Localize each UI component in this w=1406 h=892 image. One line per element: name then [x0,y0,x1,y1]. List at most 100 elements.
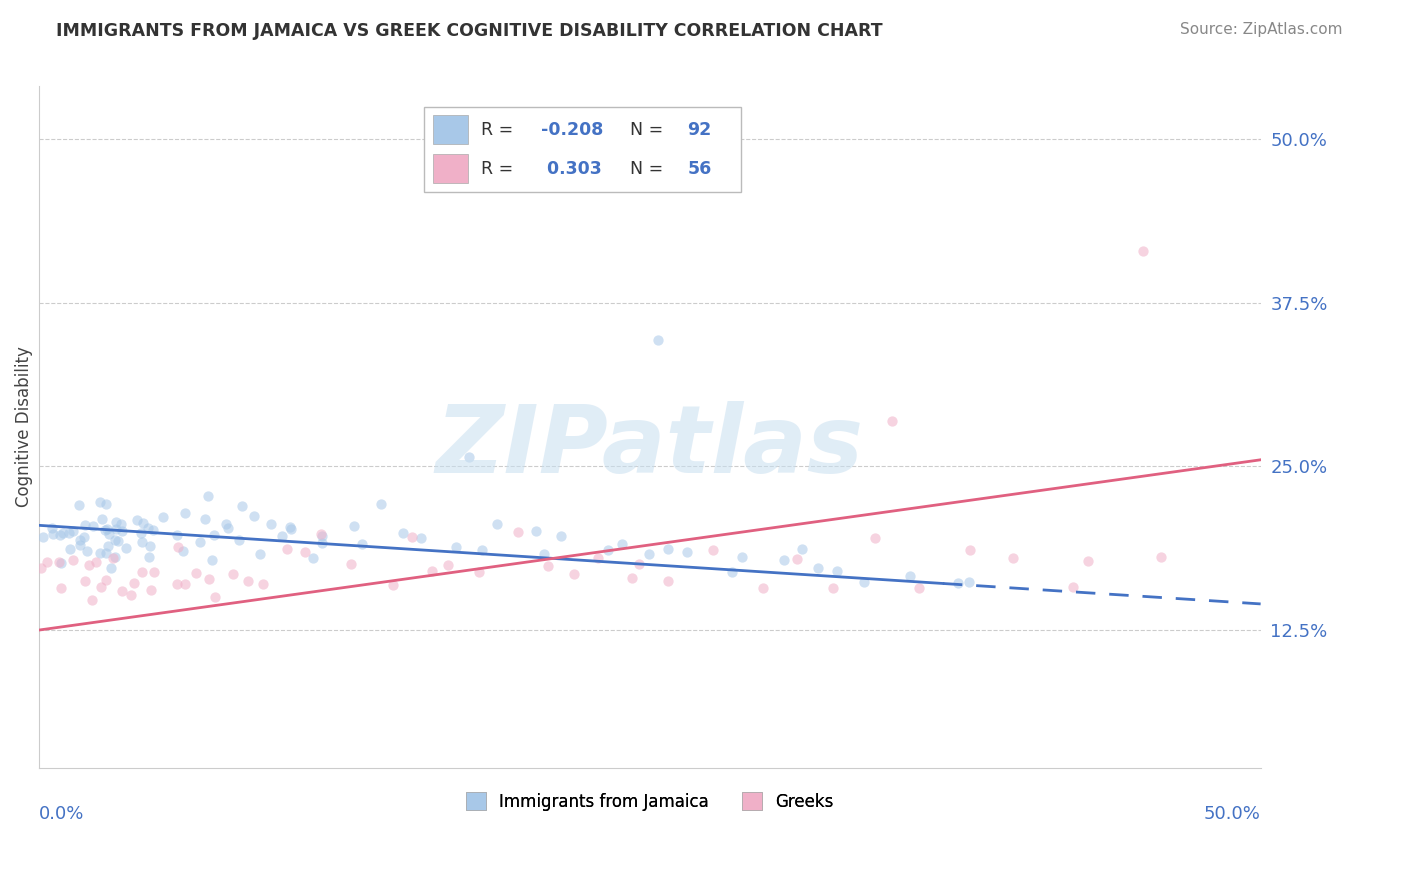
Point [104,550,127,565]
Point [107,534,129,549]
Point [228,533,250,548]
Point [276,541,298,556]
Point [537,559,560,574]
Point [647,334,669,348]
Point [77,558,100,572]
Point [73,529,96,543]
Point [91,512,114,526]
Point [825,564,848,578]
Point [637,548,659,562]
Point [84,556,107,570]
Point [89,494,111,508]
Point [302,551,325,566]
Point [612,537,634,551]
Point [675,545,697,559]
Point [100,561,122,575]
Point [792,542,814,557]
Point [69,533,91,547]
Point [96,539,118,553]
Point [172,543,194,558]
Point [471,543,494,558]
Point [166,577,188,591]
Point [174,577,197,591]
Point [957,575,980,590]
Point [110,517,132,532]
Point [311,527,333,541]
Point [628,557,651,571]
Point [141,582,163,597]
Point [67,498,90,512]
Point [280,522,302,536]
Point [294,545,316,559]
Point [948,576,970,591]
Point [343,519,366,533]
Point [103,551,125,566]
Point [898,569,921,583]
Point [31,529,53,543]
Point [76,544,98,558]
Point [58,525,80,540]
Y-axis label: Cognitive Disability: Cognitive Disability [15,347,32,508]
Point [807,561,830,575]
Point [131,565,153,579]
Point [786,551,808,566]
Point [485,517,508,532]
Point [381,578,404,592]
Point [773,553,796,567]
Point [270,529,292,543]
Point [249,547,271,561]
Point [41,520,63,534]
Point [136,521,159,535]
Point [194,511,217,525]
Text: Source: ZipAtlas.com: Source: ZipAtlas.com [1180,22,1343,37]
Point [278,520,301,534]
Point [508,524,530,539]
Point [550,528,572,542]
Point [198,572,221,586]
Point [82,518,104,533]
Point [93,523,115,537]
Point [62,524,84,538]
Point [401,530,423,544]
Point [260,516,283,531]
Point [90,580,112,594]
Point [657,542,679,557]
Point [340,558,363,572]
Point [702,542,724,557]
Point [751,581,773,595]
Point [73,518,96,533]
Text: 0.0%: 0.0% [38,805,84,823]
Point [30,561,52,575]
Point [166,528,188,542]
Point [122,576,145,591]
Point [96,522,118,536]
Point [222,566,245,581]
Point [49,528,72,542]
Point [243,508,266,523]
Point [142,523,165,537]
Point [139,539,162,553]
Point [564,566,586,581]
Point [41,527,63,541]
Point [174,506,197,520]
Point [52,525,75,540]
Text: IMMIGRANTS FROM JAMAICA VS GREEK COGNITIVE DISABILITY CORRELATION CHART: IMMIGRANTS FROM JAMAICA VS GREEK COGNITI… [56,22,883,40]
Text: 50.0%: 50.0% [1204,805,1261,823]
Point [48,555,70,569]
Point [96,546,118,560]
Point [127,513,149,527]
Point [59,541,82,556]
Point [94,497,117,511]
Point [731,550,754,565]
Point [105,515,128,529]
Point [217,520,239,534]
Point [458,450,481,464]
Point [152,510,174,524]
Point [201,553,224,567]
Point [721,566,744,580]
Point [853,574,876,589]
Point [409,531,432,545]
Point [467,565,489,579]
Point [352,537,374,551]
Point [132,516,155,531]
